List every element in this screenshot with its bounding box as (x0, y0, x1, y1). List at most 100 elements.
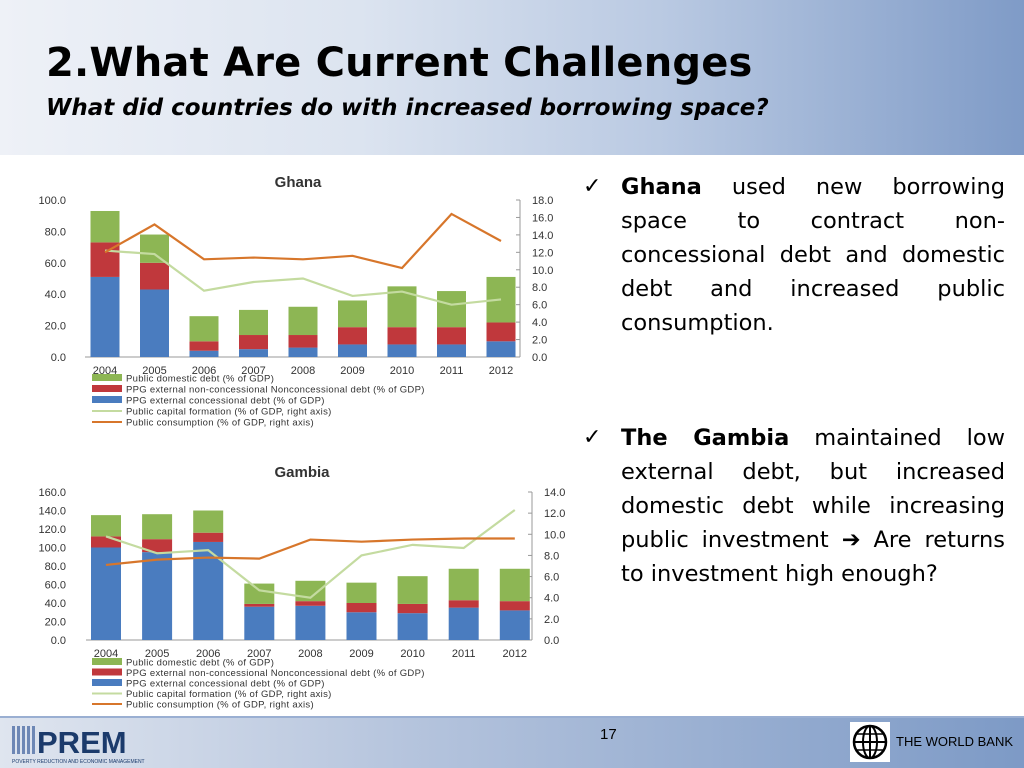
world-bank-text: THE WORLD BANK (896, 734, 1014, 749)
bar-segment (91, 547, 121, 640)
right-axis-tick-label: 8.0 (532, 282, 547, 294)
right-axis-tick-label: 10.0 (532, 265, 553, 277)
left-axis-tick-label: 20.0 (45, 321, 66, 333)
x-axis-tick-label: 2008 (291, 365, 315, 377)
legend-label: PPG external non-concessional Nonconcess… (126, 385, 425, 396)
left-axis-tick-label: 120.0 (38, 524, 66, 536)
world-bank-globe-icon (850, 722, 890, 762)
bar-segment (90, 210, 120, 243)
bullet-ghana-bold: Ghana (621, 174, 702, 200)
bar-segment (140, 262, 169, 290)
bar-segment (140, 234, 169, 263)
slide-header: 2.What Are Current Challenges What did c… (0, 0, 1024, 155)
bar-segment (387, 344, 417, 357)
right-axis-tick-label: 0.0 (532, 352, 547, 364)
bar-segment (239, 335, 268, 350)
series-line (104, 249, 502, 306)
right-axis-tick-label: 14.0 (532, 230, 553, 242)
x-axis-tick-label: 2011 (452, 648, 476, 660)
bar-segment (387, 327, 417, 345)
bullet-gambia-text: maintained low external debt, but increa… (621, 425, 1005, 553)
x-axis-tick-label: 2010 (390, 365, 414, 377)
bar-segment (91, 536, 121, 548)
legend-label: Public capital formation (% of GDP, righ… (126, 407, 332, 418)
left-axis-tick-label: 60.0 (45, 580, 66, 592)
arrow-right-icon: ➔ (841, 527, 861, 553)
bar-segment (142, 539, 173, 553)
bar-segment (288, 306, 318, 336)
left-axis-tick-label: 100.0 (38, 543, 66, 555)
legend-label: PPG external concessional debt (% of GDP… (126, 679, 325, 690)
bar-segment (486, 341, 516, 357)
right-axis-tick-label: 4.0 (532, 317, 547, 329)
gambia-chart-svg: Gambia 0.0 20.0 40.0 60.0 80.0 100.0 120.0 140.0… (38, 464, 565, 711)
bar-segment (338, 327, 367, 345)
left-axis-tick-label: 20.0 (45, 617, 66, 629)
right-axis-tick-label: 6.0 (532, 300, 547, 312)
legend-label: Public capital formation (% of GDP, righ… (126, 689, 332, 700)
legend-swatch (92, 374, 122, 381)
bar-segment (189, 316, 219, 342)
legend-swatch (92, 658, 122, 665)
prem-logo: PREM POVERTY REDUCTION AND ECONOMIC MANA… (12, 725, 145, 765)
bar-segment (90, 242, 120, 277)
bar-segment (244, 603, 275, 607)
right-axis-tick-label: 0.0 (544, 635, 559, 647)
bar-segment (295, 605, 326, 640)
checkmark-icon: ✓ (583, 425, 602, 450)
bar-segment (338, 344, 367, 357)
right-axis-tick-label: 12.0 (532, 247, 553, 259)
x-axis-tick-label: 2006 (192, 365, 216, 377)
bar-segment (295, 601, 326, 606)
bar-segment (486, 322, 516, 342)
bullet-gambia-text2: Are returns to investment high enough? (621, 527, 1005, 587)
left-axis-tick-label: 40.0 (45, 598, 66, 610)
left-axis-tick-label: 160.0 (38, 487, 66, 499)
legend-label: Public consumption (% of GDP, right axis… (126, 418, 314, 429)
legend-label: PPG external concessional debt (% of GDP… (126, 396, 325, 407)
legend-swatch (92, 396, 122, 403)
bar-segment (189, 341, 219, 351)
legend-label: PPG external non-concessional Nonconcess… (126, 668, 425, 679)
right-axis-tick-label: 2.0 (532, 335, 547, 347)
slide-subtitle: What did countries do with increased bor… (46, 95, 769, 121)
legend-swatch (92, 679, 122, 686)
bar-segment (448, 600, 479, 608)
right-axis-tick-label: 12.0 (544, 508, 565, 520)
right-axis-tick-label: 6.0 (544, 572, 559, 584)
bar-segment (193, 532, 224, 542)
prem-text: PREM (37, 725, 127, 760)
left-axis-tick-label: 0.0 (51, 635, 66, 647)
bar-segment (437, 327, 466, 345)
right-axis-tick-label: 8.0 (544, 550, 559, 562)
bar-segment (397, 603, 428, 614)
prem-logo-mark (12, 726, 35, 754)
x-axis-tick-label: 2008 (298, 648, 322, 660)
bar-segment (346, 582, 377, 603)
series-line (105, 509, 516, 599)
bullet-gambia: ✓ The Gambia maintained low external deb… (583, 421, 1005, 591)
bar-segment (244, 606, 275, 640)
bar-segment (90, 276, 120, 357)
footer-divider (0, 716, 1024, 718)
right-axis-tick-label: 14.0 (544, 487, 565, 499)
bar-segment (244, 583, 275, 604)
bar-segment (437, 291, 466, 328)
right-axis-tick-label: 16.0 (532, 212, 553, 224)
right-axis-tick-label: 10.0 (544, 529, 565, 541)
checkmark-icon: ✓ (583, 174, 602, 199)
x-axis-tick-label: 2006 (196, 648, 220, 660)
series-line (104, 212, 502, 270)
left-axis-tick-label: 60.0 (45, 258, 66, 270)
bar-segment (193, 510, 224, 533)
bullet-gambia-bold: The Gambia (621, 425, 790, 451)
x-axis-tick-label: 2010 (400, 648, 424, 660)
x-axis-tick-label: 2004 (94, 648, 118, 660)
bar-segment (346, 612, 377, 640)
bullet-ghana: ✓ Ghana used new borrowing space to cont… (583, 170, 1005, 340)
bar-segment (142, 514, 173, 540)
slide-title: 2.What Are Current Challenges (46, 40, 753, 86)
bar-segment (499, 610, 530, 640)
right-axis-tick-label: 2.0 (544, 614, 559, 626)
x-axis-tick-label: 2009 (340, 365, 364, 377)
